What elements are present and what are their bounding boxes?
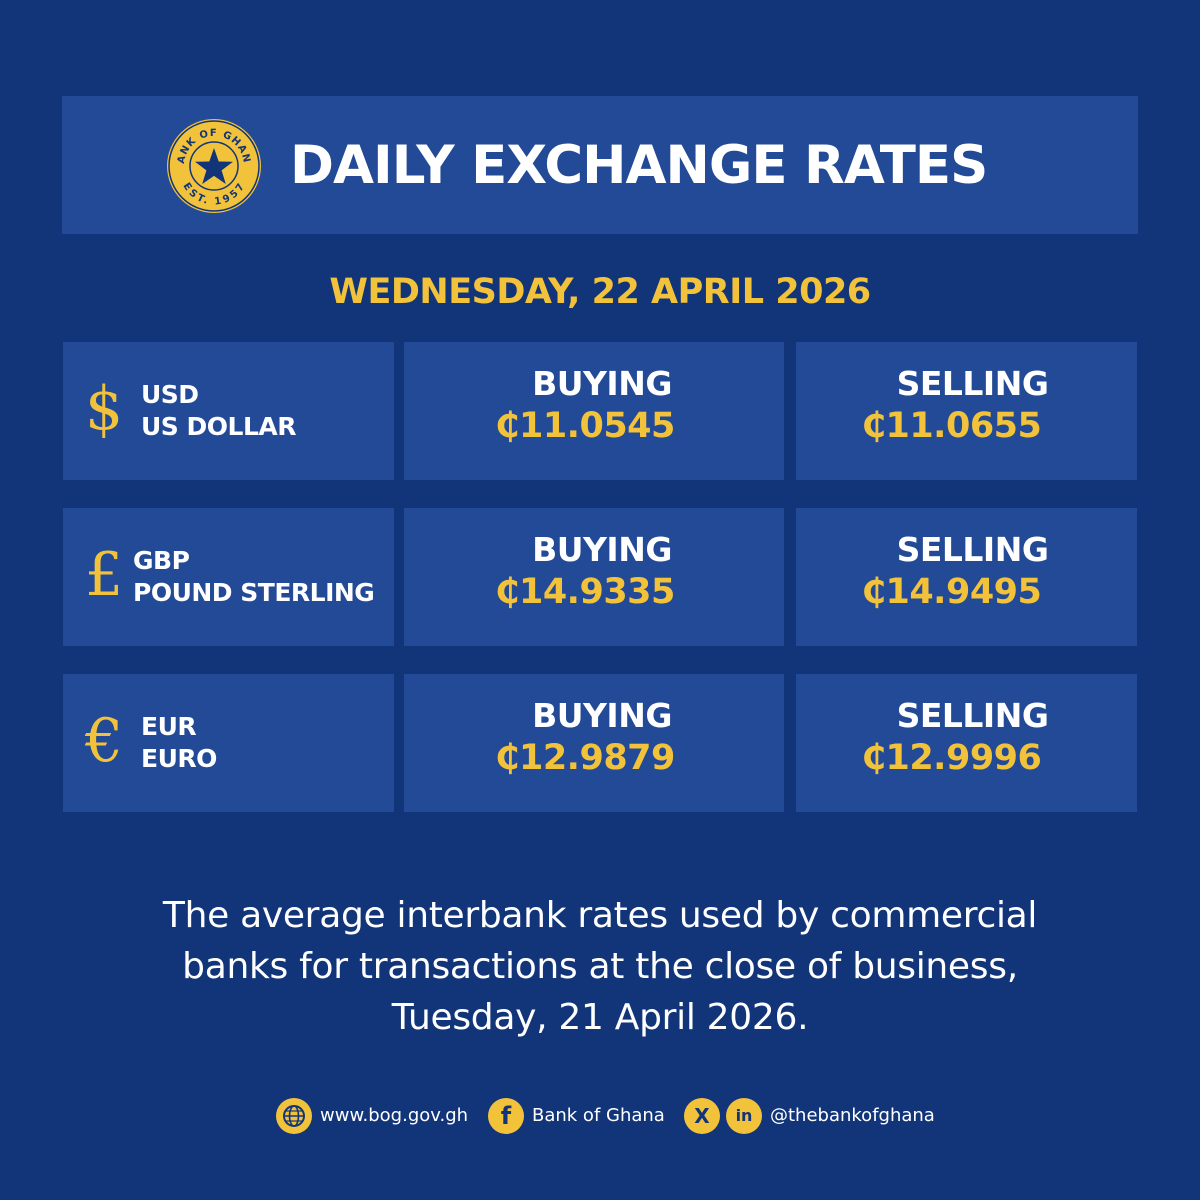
buying-rate: ₵14.9335 <box>495 572 675 612</box>
page-title: DAILY EXCHANGE RATES <box>290 135 988 196</box>
pound-icon: £ <box>85 540 124 610</box>
currency-cell-usd: $ USD US DOLLAR <box>63 342 394 480</box>
buying-cell-eur: BUYING ₵12.9879 <box>404 674 784 812</box>
rates-date: WEDNESDAY, 22 APRIL 2026 <box>329 272 871 312</box>
social-handle-link[interactable]: @thebankofghana <box>770 1105 935 1126</box>
currency-cell-gbp: £ GBP POUND STERLING <box>63 508 394 646</box>
currency-code: GBP <box>133 546 190 575</box>
selling-cell-eur: SELLING ₵12.9996 <box>796 674 1137 812</box>
currency-name: US DOLLAR <box>141 412 296 441</box>
bank-of-ghana-seal-logo: BANK OF GHANA EST. 1957 <box>166 118 261 213</box>
note-line: banks for transactions at the close of b… <box>182 946 1018 987</box>
star-icon <box>195 148 233 184</box>
buying-cell-gbp: BUYING ₵14.9335 <box>404 508 784 646</box>
selling-cell-gbp: SELLING ₵14.9495 <box>796 508 1137 646</box>
buying-rate: ₵12.9879 <box>495 738 675 778</box>
selling-rate: ₵11.0655 <box>861 406 1042 446</box>
buying-label: BUYING <box>532 530 672 569</box>
facebook-icon: f <box>488 1098 524 1134</box>
selling-rate: ₵14.9495 <box>861 572 1042 612</box>
selling-label: SELLING <box>896 530 1049 569</box>
selling-label: SELLING <box>896 696 1049 735</box>
selling-cell-usd: SELLING ₵11.0655 <box>796 342 1137 480</box>
buying-label: BUYING <box>532 696 672 735</box>
globe-icon <box>276 1098 312 1134</box>
facebook-link[interactable]: Bank of Ghana <box>532 1105 665 1126</box>
x-icon: X <box>684 1098 720 1134</box>
footer: www.bog.gov.gh f Bank of Ghana X in @the… <box>0 1096 1200 1136</box>
note-line: Tuesday, 21 April 2026. <box>391 997 809 1038</box>
dollar-icon: $ <box>85 374 124 444</box>
buying-rate: ₵11.0545 <box>495 406 675 446</box>
buying-label: BUYING <box>532 364 672 403</box>
website-link[interactable]: www.bog.gov.gh <box>320 1105 469 1126</box>
selling-label: SELLING <box>896 364 1049 403</box>
linkedin-icon: in <box>726 1098 762 1134</box>
selling-rate: ₵12.9996 <box>861 738 1042 778</box>
note-line: The average interbank rates used by comm… <box>162 895 1038 936</box>
euro-icon: € <box>85 706 124 776</box>
currency-name: POUND STERLING <box>133 578 375 607</box>
currency-name: EURO <box>141 744 217 773</box>
rates-note: The average interbank rates used by comm… <box>100 890 1100 1043</box>
currency-cell-eur: € EUR EURO <box>63 674 394 812</box>
currency-code: EUR <box>141 712 197 741</box>
currency-code: USD <box>141 380 199 409</box>
buying-cell-usd: BUYING ₵11.0545 <box>404 342 784 480</box>
